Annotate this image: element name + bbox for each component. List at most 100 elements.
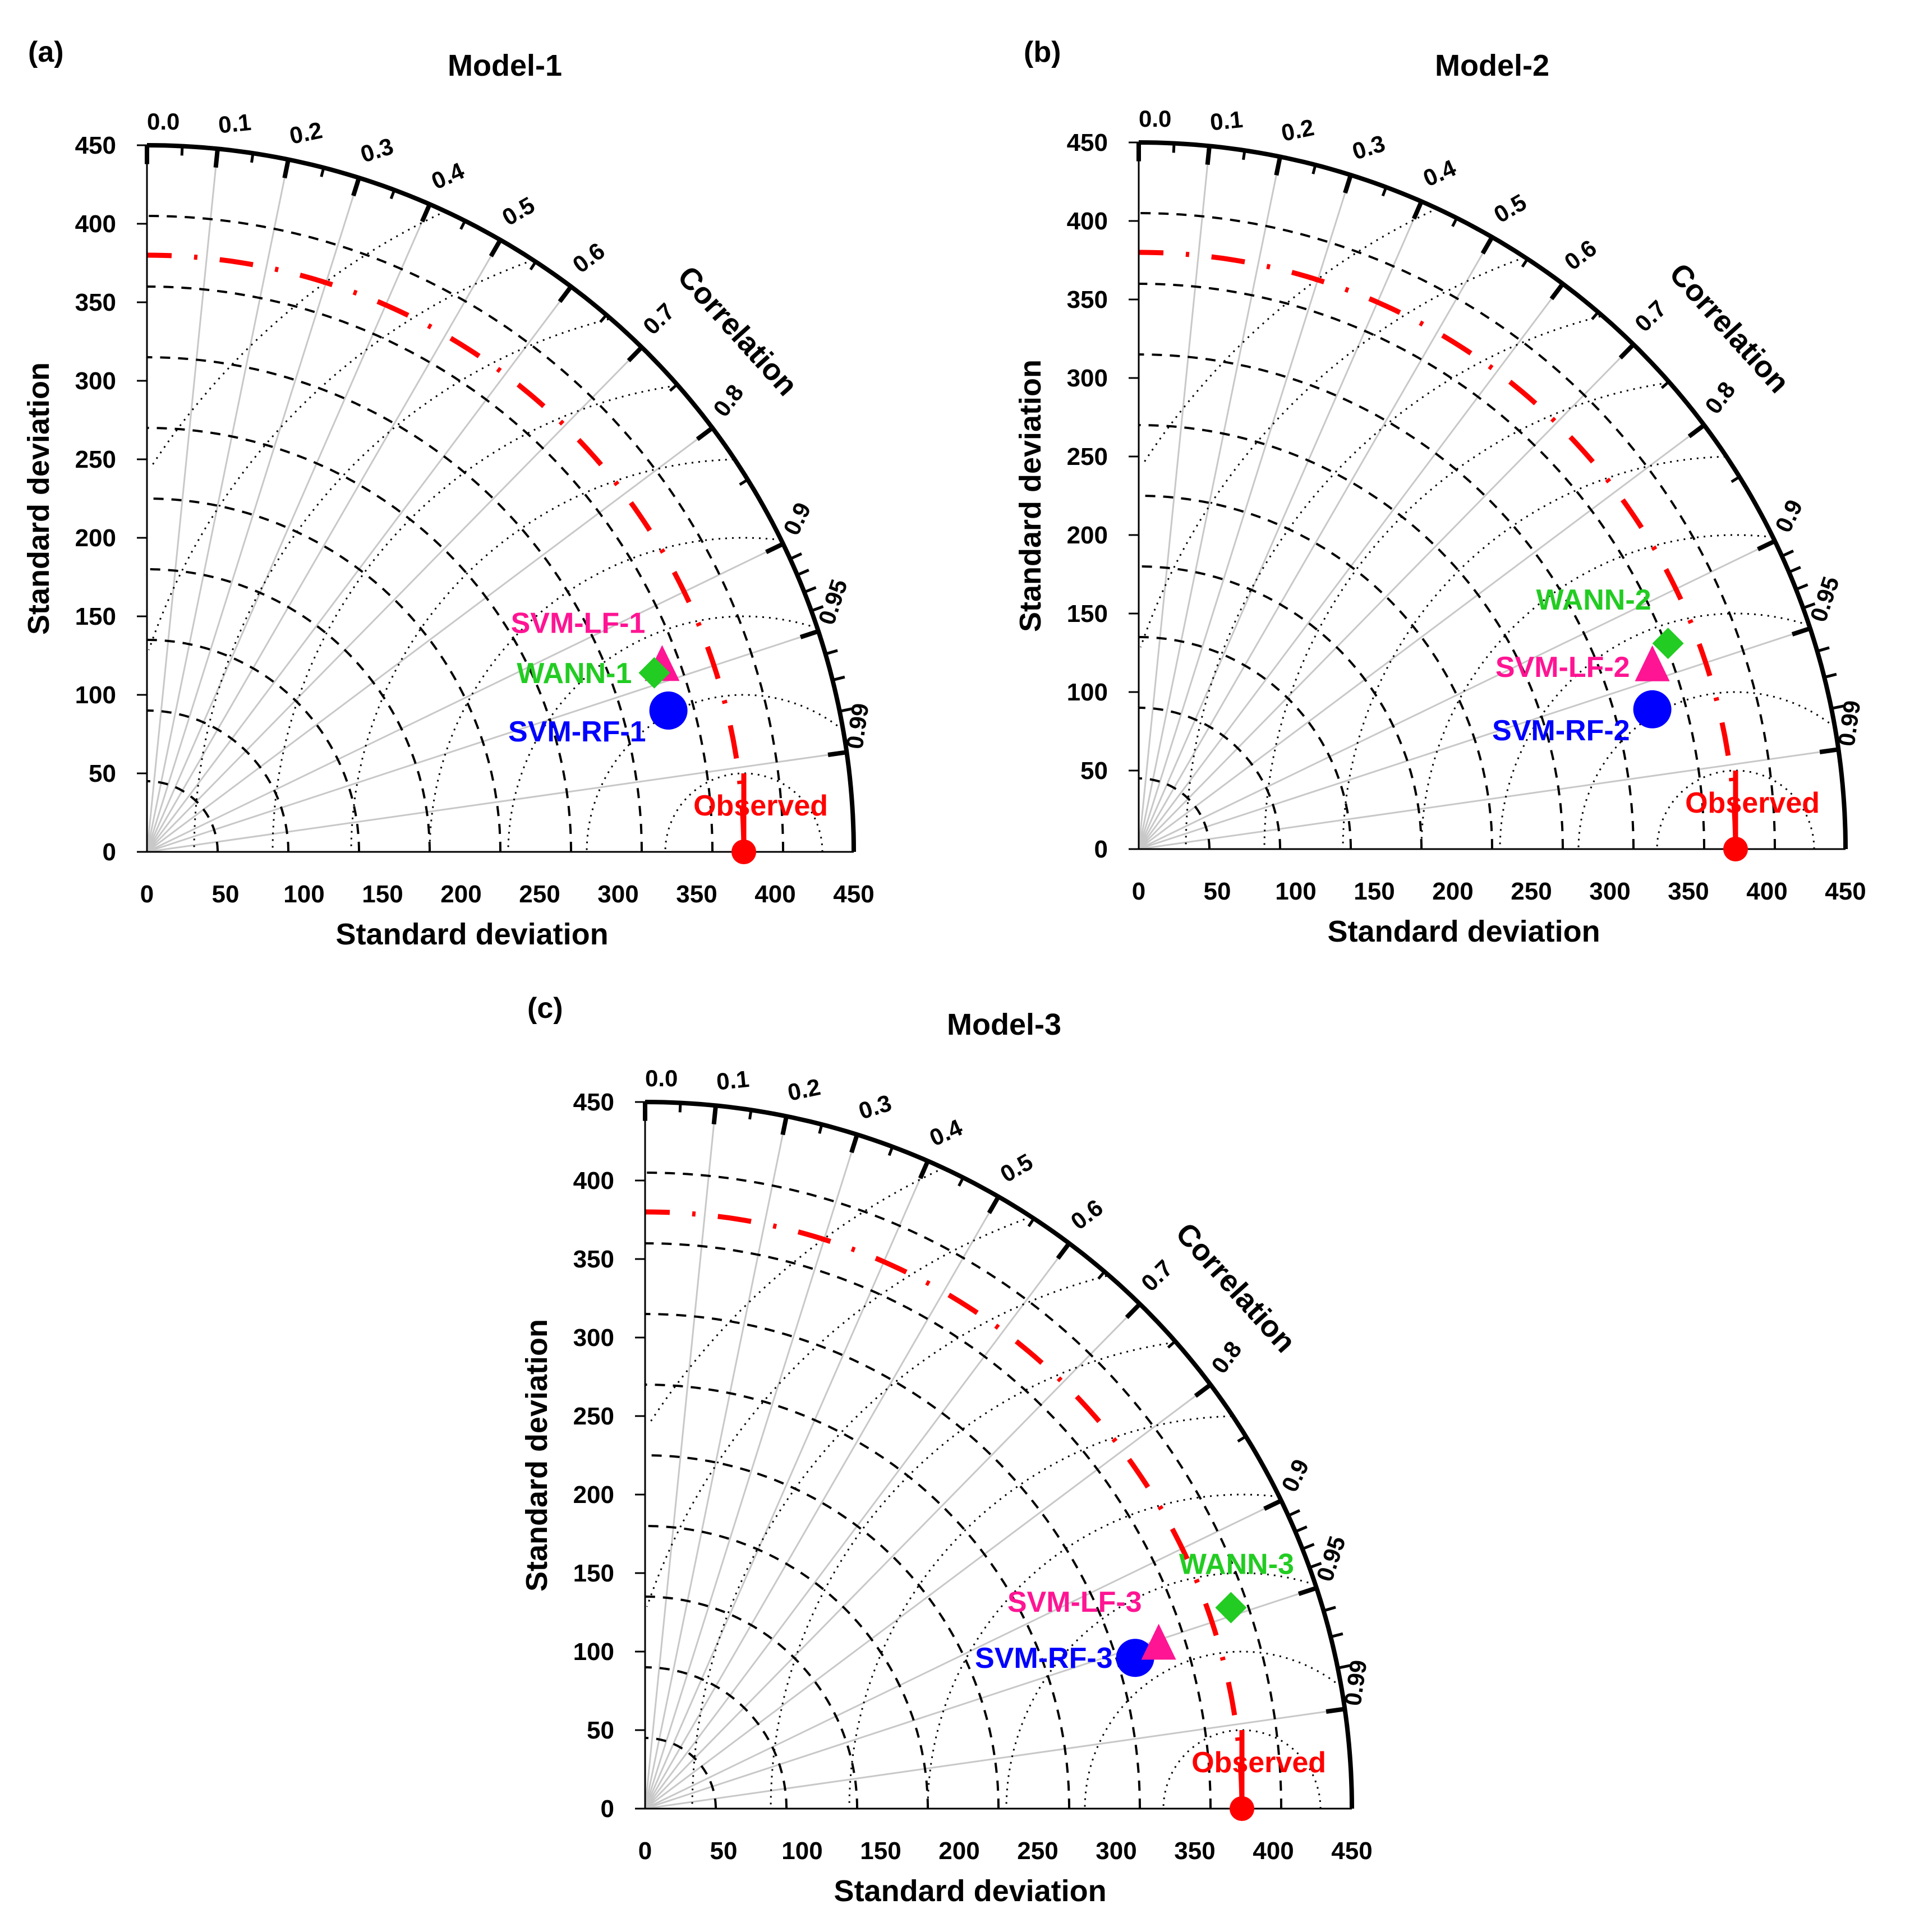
correlation-ray bbox=[644, 1105, 717, 1809]
std-dashed-arc bbox=[147, 709, 289, 852]
rmsd-dotted-arc bbox=[148, 261, 527, 651]
x-tick-label: 50 bbox=[1204, 878, 1231, 905]
x-tick-label: 300 bbox=[1589, 878, 1630, 905]
correlation-ray bbox=[1138, 540, 1775, 850]
correlation-tick-label: 0.4 bbox=[427, 157, 468, 195]
correlation-ray bbox=[1138, 344, 1635, 850]
correlation-tick-label: 0.95 bbox=[813, 576, 853, 628]
correlation-minor-tick bbox=[1781, 550, 1794, 557]
y-axis-title: Standard deviation bbox=[22, 362, 56, 635]
x-tick-label: 350 bbox=[676, 880, 717, 908]
correlation-minor-tick bbox=[1202, 1384, 1212, 1392]
y-tick-label: 450 bbox=[1067, 129, 1108, 156]
correlation-minor-tick bbox=[809, 630, 819, 636]
correlation-minor-tick bbox=[634, 346, 643, 355]
correlation-ray bbox=[1138, 174, 1352, 850]
y-tick-label: 50 bbox=[587, 1717, 614, 1744]
correlation-tick bbox=[827, 750, 847, 757]
panel-title: Model-3 bbox=[947, 1008, 1061, 1041]
correlation-minor-tick bbox=[320, 167, 325, 177]
rmsd-dotted-arc bbox=[350, 458, 734, 852]
correlation-tick-label: 0.2 bbox=[785, 1073, 823, 1106]
x-tick-label: 100 bbox=[283, 880, 324, 908]
correlation-tick-label: 0.7 bbox=[1136, 1255, 1178, 1296]
y-tick-label: 50 bbox=[1080, 757, 1108, 785]
correlation-minor-tick bbox=[1277, 156, 1282, 167]
correlation-minor-tick bbox=[1272, 1499, 1282, 1506]
y-tick-label: 450 bbox=[75, 132, 116, 159]
correlation-ray bbox=[1138, 237, 1493, 850]
rmsd-dotted-arc bbox=[770, 1341, 1175, 1809]
correlation-minor-tick bbox=[839, 707, 853, 713]
y-tick-label: 100 bbox=[573, 1638, 614, 1666]
correlation-tick-label: 0.7 bbox=[638, 298, 680, 339]
correlation-minor-tick bbox=[425, 204, 431, 214]
correlation-minor-tick bbox=[1307, 1587, 1317, 1593]
y-axis-title: Standard deviation bbox=[1014, 359, 1047, 632]
panel-tag: (b) bbox=[1024, 36, 1061, 68]
correlation-minor-tick bbox=[1311, 164, 1317, 174]
correlation-minor-tick bbox=[529, 261, 537, 271]
correlation-minor-tick bbox=[1207, 146, 1211, 156]
correlation-ray bbox=[645, 1384, 1211, 1810]
point-observed bbox=[1230, 1796, 1254, 1821]
correlation-ray bbox=[644, 1134, 858, 1809]
std-dashed-arc bbox=[147, 780, 219, 852]
correlation-minor-tick bbox=[887, 1146, 894, 1156]
std-dashed-arc bbox=[645, 1737, 717, 1809]
x-tick-label: 0 bbox=[140, 880, 154, 908]
correlation-tick-label: 0.8 bbox=[1700, 377, 1741, 419]
y-tick-label: 300 bbox=[573, 1324, 614, 1352]
rmsd-dotted-arc bbox=[927, 1493, 1279, 1809]
point-svm-rf-3 bbox=[1116, 1639, 1154, 1677]
x-tick-label: 350 bbox=[1668, 878, 1709, 905]
y-tick-label: 450 bbox=[573, 1089, 614, 1116]
rmsd-dotted-arc bbox=[1342, 455, 1725, 850]
std-dashed-arc bbox=[1138, 212, 1776, 850]
panel-title: Model-2 bbox=[1435, 49, 1549, 82]
y-tick-label: 400 bbox=[573, 1167, 614, 1195]
point-label-svm-rf-3: SVM-RF-3 bbox=[975, 1642, 1113, 1675]
correlation-minor-tick bbox=[1097, 1270, 1106, 1280]
correlation-minor-tick bbox=[1591, 311, 1599, 320]
point-wann-2 bbox=[1652, 628, 1684, 660]
correlation-ray bbox=[1138, 201, 1423, 850]
point-label-svm-lf-2: SVM-LF-2 bbox=[1495, 651, 1630, 684]
correlation-ray bbox=[146, 177, 360, 852]
x-tick-label: 150 bbox=[1354, 878, 1395, 905]
correlation-tick-label: 0.9 bbox=[778, 498, 816, 539]
correlation-minor-tick bbox=[494, 239, 502, 249]
correlation-minor-tick bbox=[355, 177, 361, 187]
correlation-axis-title: Correlation bbox=[671, 260, 804, 402]
correlation-minor-tick bbox=[1301, 1543, 1315, 1551]
correlation-ray bbox=[644, 1196, 1000, 1809]
y-tick-label: 0 bbox=[1094, 836, 1108, 863]
correlation-minor-tick bbox=[1521, 258, 1529, 268]
std-dashed-arc bbox=[645, 1596, 858, 1809]
correlation-tick-label: 0.6 bbox=[568, 237, 610, 278]
x-tick-label: 300 bbox=[597, 880, 638, 908]
y-tick-label: 0 bbox=[103, 838, 116, 866]
correlation-ray bbox=[146, 347, 643, 853]
y-tick-label: 200 bbox=[573, 1481, 614, 1509]
std-dashed-arc bbox=[645, 1313, 1141, 1809]
x-tick-label: 150 bbox=[362, 880, 403, 908]
std-dashed-arc bbox=[645, 1172, 1282, 1809]
point-label-wann-2: WANN-2 bbox=[1536, 584, 1651, 616]
outer-correlation-arc bbox=[146, 143, 856, 852]
rmsd-dotted-arc bbox=[150, 213, 440, 468]
correlation-minor-tick bbox=[783, 1115, 788, 1126]
point-wann-1 bbox=[638, 657, 670, 689]
correlation-tick-label: 0.8 bbox=[1206, 1336, 1247, 1378]
correlation-minor-tick bbox=[599, 313, 608, 323]
correlation-tick-label: 0.4 bbox=[1419, 154, 1460, 192]
point-label-observed: Observed bbox=[1685, 787, 1820, 819]
correlation-tick-label: 0.0 bbox=[1139, 105, 1171, 132]
correlation-minor-tick bbox=[1237, 1435, 1247, 1443]
y-tick-label: 300 bbox=[1067, 365, 1108, 392]
point-svm-rf-2 bbox=[1633, 690, 1672, 728]
y-tick-label: 350 bbox=[1067, 286, 1108, 313]
correlation-minor-tick bbox=[748, 1109, 753, 1120]
correlation-tick-label: 0.2 bbox=[287, 117, 325, 149]
